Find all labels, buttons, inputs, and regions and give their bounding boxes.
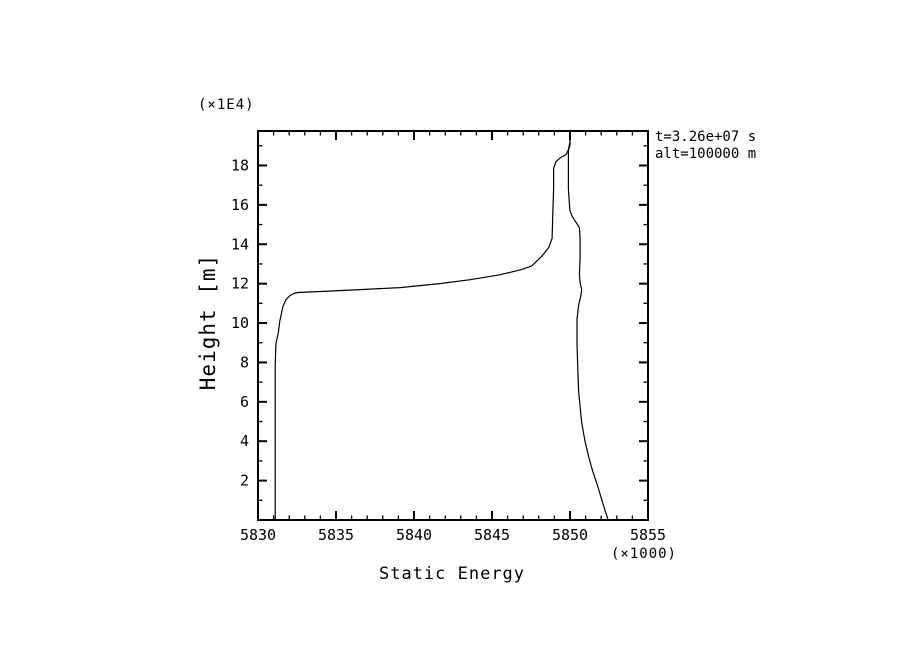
plot-frame xyxy=(257,130,649,521)
annotation-altitude: alt=100000 m xyxy=(655,146,757,162)
y-tick-label: 4 xyxy=(240,432,249,450)
y-tick-label: 16 xyxy=(231,196,249,214)
y-tick-label: 6 xyxy=(240,393,249,411)
series-left-profile xyxy=(274,130,571,521)
y-tick-label: 2 xyxy=(240,472,249,490)
x-tick-label: 5850 xyxy=(552,526,588,544)
y-tick-label: 12 xyxy=(231,275,249,293)
annotation-block: t=3.26e+07 s alt=100000 m xyxy=(655,129,756,163)
x-tick-label: 5835 xyxy=(318,526,354,544)
y-tick-label: 18 xyxy=(231,156,249,174)
x-tick-label: 5840 xyxy=(396,526,432,544)
x-tick-label: 5845 xyxy=(474,526,510,544)
series-right-profile xyxy=(567,130,609,521)
x-axis-multiplier: (×1000) xyxy=(610,546,677,562)
x-tick-label: 5830 xyxy=(240,526,276,544)
y-tick-label: 10 xyxy=(231,314,249,332)
annotation-time: t=3.26e+07 s xyxy=(655,129,757,145)
x-tick-label: 5855 xyxy=(630,526,666,544)
y-tick-label: 8 xyxy=(240,353,249,371)
y-axis-multiplier: (×1E4) xyxy=(198,97,255,113)
y-axis-title: Height [m] xyxy=(196,253,220,391)
y-tick-label: 14 xyxy=(231,235,249,253)
x-axis-title: Static Energy xyxy=(378,564,526,584)
